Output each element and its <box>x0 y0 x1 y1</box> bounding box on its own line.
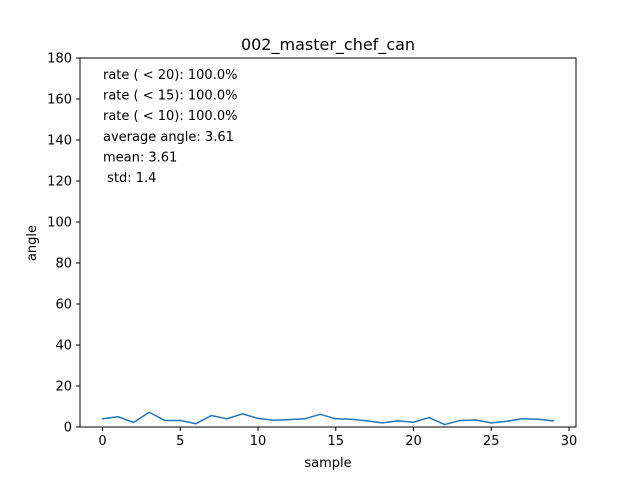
x-axis-label: sample <box>304 456 351 471</box>
y-tick-label: 120 <box>47 175 72 190</box>
x-tick-label: 20 <box>405 434 422 449</box>
data-point <box>552 420 555 422</box>
plot-area: 0 5 10 15 20 25 30 0 20 40 60 80 100 120 140 160 180 <box>47 52 577 450</box>
data-point <box>117 415 119 418</box>
y-tick-label: 180 <box>47 52 72 67</box>
data-point <box>506 420 508 423</box>
data-point <box>537 418 539 421</box>
data-point <box>381 422 384 424</box>
y-tick-label: 80 <box>55 257 72 272</box>
annotation-line: std: 1.4 <box>103 171 156 186</box>
x-tick-label: 10 <box>250 434 267 449</box>
data-point <box>319 413 322 416</box>
data-point <box>148 411 150 414</box>
data-point <box>334 418 337 420</box>
annotation-line: rate ( < 10): 100.0% <box>103 109 237 124</box>
data-point <box>443 423 446 426</box>
y-tick-label: 20 <box>55 380 72 395</box>
data-point <box>366 420 368 422</box>
data-point <box>257 417 259 420</box>
data-point <box>428 416 430 419</box>
data-point <box>303 418 306 420</box>
plot-frame <box>79 57 577 428</box>
data-point <box>459 419 461 422</box>
data-point <box>241 413 244 415</box>
data-point <box>350 418 353 421</box>
x-tick-label: 25 <box>483 434 500 449</box>
annotation-line: mean: 3.61 <box>103 150 177 165</box>
y-tick-label: 140 <box>47 134 72 149</box>
data-point <box>490 422 493 424</box>
data-point <box>397 420 399 422</box>
data-point <box>521 418 524 420</box>
chart-title: 002_master_chef_can <box>241 35 415 55</box>
annotation-group: rate ( < 20): 100.0% rate ( < 15): 100.0%… <box>103 68 237 186</box>
data-point <box>412 421 415 424</box>
data-point <box>474 419 477 421</box>
y-tick-label: 40 <box>55 339 72 354</box>
data-point <box>272 419 275 422</box>
x-tick-label: 0 <box>98 434 106 449</box>
data-point <box>195 422 197 425</box>
annotation-line: rate ( < 20): 100.0% <box>103 68 237 83</box>
x-tick-label: 30 <box>561 434 578 449</box>
y-axis-label: angle <box>25 225 40 261</box>
y-tick-label: 0 <box>64 421 72 436</box>
data-point <box>163 419 166 422</box>
data-point <box>210 414 213 417</box>
x-tick-label: 15 <box>328 434 345 449</box>
data-point <box>226 418 228 420</box>
y-tick-label: 100 <box>47 216 72 231</box>
series-line-0 <box>102 411 554 426</box>
y-tick-label: 160 <box>47 93 72 108</box>
data-point <box>288 418 290 421</box>
annotation-line: average angle: 3.61 <box>103 130 234 145</box>
data-point <box>132 421 135 424</box>
data-point <box>101 418 104 420</box>
x-tick-label: 5 <box>176 434 184 449</box>
data-point <box>179 419 182 422</box>
y-tick-label: 60 <box>55 298 72 313</box>
annotation-line: rate ( < 15): 100.0% <box>103 89 237 104</box>
